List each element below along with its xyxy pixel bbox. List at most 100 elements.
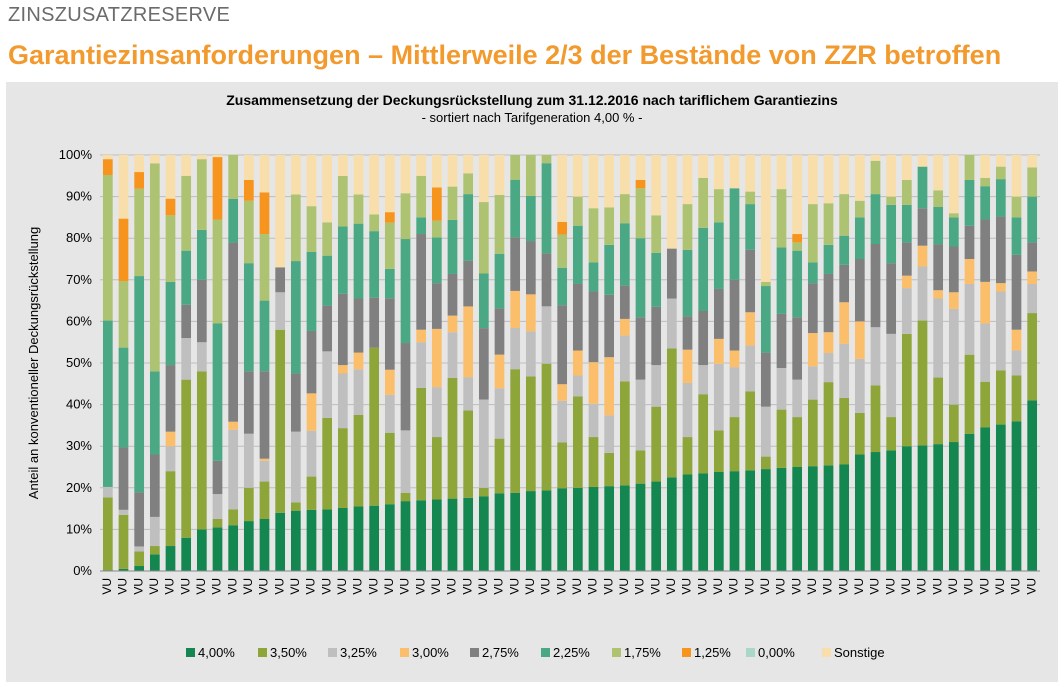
bar-segment [243, 487, 254, 522]
bar-segment [604, 207, 615, 245]
bar-segment [995, 166, 1006, 180]
bar-segment [228, 429, 239, 510]
bar-segment [901, 179, 912, 205]
bar-segment [243, 371, 254, 434]
bar-segment [447, 498, 458, 571]
bar-segment [337, 155, 348, 177]
x-tick-label: VU [821, 578, 835, 595]
x-tick-label: VU [100, 578, 114, 595]
bar-segment [901, 204, 912, 243]
bar-segment [212, 460, 223, 495]
bar-segment [384, 155, 395, 213]
bar-segment [1011, 217, 1022, 255]
bar-segment [369, 297, 380, 348]
bar-segment [651, 481, 662, 571]
bar-segment [1027, 167, 1038, 197]
bar-segment [353, 506, 364, 571]
y-tick-label: 0% [73, 563, 92, 578]
bar-segment [212, 219, 223, 324]
bar-segment [651, 365, 662, 407]
x-tick-label: VU [586, 578, 600, 595]
bar-segment [870, 327, 881, 386]
bar-segment [713, 222, 724, 289]
bar-segment [980, 177, 991, 187]
bar-segment [745, 312, 756, 346]
bar-segment [917, 320, 928, 446]
x-tick-label: VU [241, 578, 255, 595]
bar-segment [118, 155, 129, 219]
x-tick-label: VU [883, 578, 897, 595]
legend-label: 1,75% [624, 645, 661, 660]
bar-segment [698, 227, 709, 311]
bar-segment [854, 454, 865, 571]
bar-segment [243, 521, 254, 571]
bar-segment [149, 516, 160, 547]
bar-segment [353, 194, 364, 224]
bar-segment [212, 155, 223, 158]
bar-segment [447, 186, 458, 220]
y-tick-label: 70% [66, 272, 92, 287]
bar-segment [557, 384, 568, 401]
bar-segment [917, 245, 928, 267]
bar-segment [525, 331, 536, 377]
bar-segment [713, 471, 724, 571]
legend-label: Sonstige [834, 645, 885, 660]
bar-segment [541, 306, 552, 364]
bar-segment [337, 293, 348, 366]
bar-segment [588, 362, 599, 404]
bar-segment [306, 430, 317, 477]
bar-segment [416, 500, 427, 571]
bar-segment [1011, 254, 1022, 330]
bar-segment [557, 267, 568, 306]
bar-segment [353, 415, 364, 507]
bar-segment [776, 467, 787, 571]
bar-segment [181, 304, 192, 339]
x-tick-label: VU [382, 578, 396, 595]
bar-segment [494, 438, 505, 494]
x-tick-label: VU [492, 578, 506, 595]
bar-segment [431, 237, 442, 284]
x-tick-label: VU [210, 578, 224, 595]
bar-segment [917, 166, 928, 209]
bar-segment [964, 155, 975, 180]
bar-segment [870, 160, 881, 195]
bar-segment [118, 281, 129, 348]
bar-segment [729, 367, 740, 418]
bar-segment [290, 194, 301, 262]
x-tick-label: VU [366, 578, 380, 595]
bar-segment [839, 235, 850, 265]
bar-segment [964, 354, 975, 434]
bar-segment [933, 444, 944, 571]
bar-segment [604, 357, 615, 416]
bar-segment [463, 377, 474, 411]
bar-segment [776, 155, 787, 190]
bar-segment [666, 248, 677, 299]
bar-segment [541, 163, 552, 254]
bar-segment [760, 352, 771, 407]
bar-segment [698, 394, 709, 474]
x-tick-label: VU [1024, 578, 1038, 595]
bar-segment [807, 333, 818, 367]
bar-segment [1011, 155, 1022, 197]
bar-segment [416, 342, 427, 388]
x-tick-label: VU [570, 578, 584, 595]
bar-segment [698, 473, 709, 571]
legend-swatch [258, 648, 267, 657]
x-tick-label: VU [962, 578, 976, 595]
bar-segment [760, 469, 771, 571]
x-tick-label: VU [633, 578, 647, 595]
bar-segment [604, 452, 615, 487]
bar-segment [369, 347, 380, 506]
bar-segment [494, 388, 505, 439]
bar-segment [196, 279, 207, 343]
bar-segment [776, 409, 787, 468]
bar-segment [839, 397, 850, 465]
bar-segment [463, 410, 474, 498]
bar-segment [510, 290, 521, 328]
bar-segment [980, 427, 991, 571]
bar-segment [1027, 400, 1038, 571]
bar-segment [353, 352, 364, 370]
bar-segment [447, 332, 458, 378]
bar-segment [933, 377, 944, 445]
